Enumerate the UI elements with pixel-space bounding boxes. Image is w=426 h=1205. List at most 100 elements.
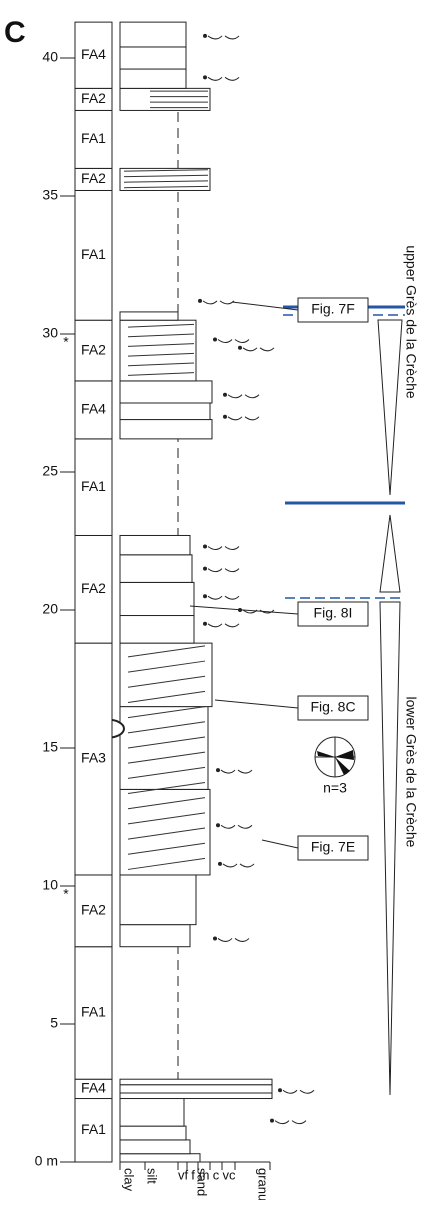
asterisk: * — [63, 886, 69, 902]
bed — [119, 554, 193, 583]
cross-bed — [127, 751, 206, 764]
symbol-dot — [198, 298, 202, 303]
cross-bed — [127, 857, 206, 870]
lamina — [127, 372, 195, 376]
bed — [119, 615, 195, 644]
leader — [261, 839, 299, 849]
facies-box — [74, 642, 113, 876]
symbol-wave — [202, 300, 235, 305]
symbol-wave — [227, 416, 260, 421]
lamina — [123, 169, 209, 172]
bed — [119, 21, 187, 48]
facies-box — [74, 109, 113, 169]
figure-ref: Fig. 8C — [310, 699, 355, 715]
symbol-wave — [207, 595, 240, 600]
figure-ref: Fig. 7F — [311, 301, 355, 317]
facies-label: FA1 — [81, 478, 106, 494]
cross-bed — [127, 690, 206, 703]
cross-bed — [127, 736, 206, 749]
cross-bed — [127, 645, 206, 658]
facies-label: FA1 — [81, 1004, 106, 1020]
bed — [119, 167, 211, 191]
bed — [119, 46, 187, 70]
unit-label: lower Grès de la Crèche — [403, 697, 419, 848]
grain-label: granule — [256, 1168, 271, 1200]
depth-label: 40 — [42, 49, 58, 65]
figure-box — [297, 601, 369, 627]
figure-ref: Fig. 8I — [314, 605, 353, 621]
grain-label: f — [191, 1167, 195, 1182]
facies-box — [74, 874, 113, 948]
facies-label: FA2 — [81, 580, 106, 596]
facies-box — [74, 380, 113, 440]
symbol-dot — [218, 861, 222, 866]
figure-box — [297, 835, 369, 861]
grain-label: silt — [145, 1168, 160, 1184]
lamina — [127, 333, 195, 338]
bed — [119, 87, 211, 111]
grain-label: m — [199, 1167, 210, 1182]
facies-box — [74, 946, 113, 1080]
bed — [119, 1078, 273, 1086]
depth-label: 25 — [42, 463, 58, 479]
facies-label: FA3 — [81, 750, 106, 766]
depth-label: 0 m — [35, 1153, 58, 1169]
cross-bed — [127, 706, 206, 719]
cross-bed — [127, 797, 206, 810]
bed — [119, 311, 179, 321]
rose-petal — [317, 750, 354, 775]
facies-label: FA4 — [81, 1080, 106, 1096]
grain-label: vc — [223, 1167, 237, 1182]
symbol-dot — [213, 337, 217, 342]
bed — [119, 402, 211, 421]
bed — [119, 1084, 273, 1094]
symbol-wave — [207, 76, 240, 81]
cross-bed — [127, 766, 206, 779]
grain-label: vf — [178, 1167, 189, 1182]
leader — [189, 605, 299, 615]
facies-label: FA2 — [81, 341, 106, 357]
facies-box — [74, 21, 113, 89]
bed — [119, 874, 197, 926]
lamina — [123, 174, 209, 178]
symbol-dot — [278, 1088, 282, 1093]
depth-label: 10 — [42, 877, 58, 893]
symbol-dot — [203, 566, 207, 571]
symbol-wave — [207, 35, 240, 40]
cross-bed — [127, 812, 206, 825]
cross-bed — [127, 675, 206, 688]
cross-bed — [127, 782, 206, 795]
depth-label: 35 — [42, 187, 58, 203]
facies-label: FA4 — [81, 46, 106, 62]
symbol-dot — [216, 823, 220, 828]
symbol-wave — [217, 339, 250, 344]
symbol-dot — [223, 414, 227, 419]
symbol-wave — [274, 1120, 307, 1125]
depth-label: 15 — [42, 739, 58, 755]
trend — [379, 514, 401, 593]
depth-label: 20 — [42, 601, 58, 617]
facies-box — [74, 534, 113, 644]
bed — [119, 706, 209, 790]
facies-label: FA2 — [81, 902, 106, 918]
bed — [119, 1098, 185, 1127]
symbol-dot — [203, 544, 207, 549]
symbol-wave — [207, 546, 240, 551]
lamina — [127, 362, 195, 367]
lamina — [127, 323, 195, 328]
symbol-wave — [220, 769, 253, 774]
symbol-wave — [282, 1089, 315, 1094]
symbol-dot — [223, 392, 227, 397]
figure-ref: Fig. 7E — [311, 839, 355, 855]
decoration — [91, 21, 405, 1170]
symbol-dot — [270, 1118, 274, 1123]
lamina — [123, 180, 209, 183]
symbol-dot — [203, 621, 207, 626]
asterisk: * — [63, 334, 69, 350]
bed — [119, 380, 213, 404]
bed — [119, 924, 191, 948]
bed — [119, 68, 187, 89]
facies-label: FA2 — [81, 90, 106, 106]
cross-bed — [127, 660, 206, 673]
